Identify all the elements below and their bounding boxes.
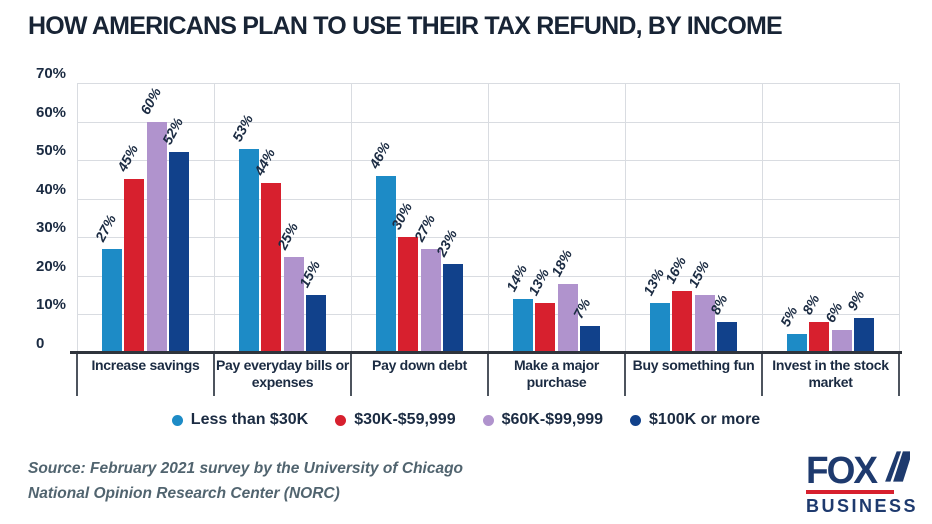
bar--100k-or-more (306, 295, 327, 353)
bar--60k-99-999 (831, 329, 852, 353)
bar-less-than-30k (375, 175, 396, 353)
bar-less-than-30k (786, 333, 807, 353)
bar-value-label: 27% (91, 211, 119, 244)
bar-value-label: 13% (639, 265, 667, 298)
bar-value-label: 6% (821, 299, 846, 325)
category-label: Pay down debt (372, 357, 467, 373)
category-separator-tick (350, 354, 352, 396)
category-label: Buy something fun (632, 357, 755, 373)
y-tick-label: 60% (36, 103, 67, 121)
bar--100k-or-more (580, 326, 601, 353)
bar-less-than-30k (649, 302, 670, 353)
bar--60k-99-999 (694, 295, 715, 353)
bar--30k-59-999 (124, 179, 145, 353)
category-label: Invest in the stock market (772, 357, 889, 390)
logo-wordmark-row: FOX (806, 449, 932, 492)
bar--60k-99-999 (557, 283, 578, 353)
legend-item: $30K-$59,999 (335, 411, 456, 429)
y-tick-label: 50% (36, 142, 67, 160)
searchlight-beams-icon (878, 450, 911, 488)
legend-dot-icon (482, 414, 494, 426)
bar--30k-59-999 (535, 302, 556, 353)
bar--60k-99-999 (283, 256, 304, 353)
logo-red-rule (806, 490, 894, 494)
category-separator-tick (76, 354, 78, 396)
bar-less-than-30k (101, 248, 122, 353)
y-tick-label: 10% (36, 296, 67, 314)
y-tick-label: 20% (36, 257, 67, 275)
category-label: Pay everyday bills or expenses (216, 357, 350, 390)
y-tick-label: 0 (36, 335, 45, 352)
category-label: Make a major purchase (513, 357, 600, 390)
chart-legend: Less than $30K $30K-$59,999 $60K-$99,999 $1… (0, 411, 932, 429)
bar-value-label: 60% (136, 84, 164, 117)
logo-business-text: BUSINESS (806, 496, 919, 516)
legend-dot-icon (630, 414, 642, 426)
gridline-vertical (762, 83, 763, 353)
y-tick-label: 70% (36, 65, 67, 82)
bar-value-label: 8% (799, 291, 823, 318)
bar-value-label: 46% (365, 138, 393, 171)
bar-less-than-30k (512, 299, 533, 353)
legend-dot-icon (171, 414, 183, 426)
gridline-vertical (488, 83, 489, 353)
gridline-vertical (77, 83, 78, 353)
fox-business-logo: FOX BUSINESS (806, 449, 932, 517)
legend-item: $60K-$99,999 (482, 411, 604, 429)
legend-label: Less than $30K (190, 411, 309, 428)
y-tick-label: 30% (36, 219, 67, 237)
bar-value-label: 5% (776, 303, 801, 329)
x-axis-line (70, 351, 902, 354)
bar-value-label: 15% (684, 257, 712, 291)
legend-item: $100K or more (630, 411, 760, 429)
logo-fox-text: FOX (806, 449, 878, 492)
legend-label: $100K or more (649, 411, 761, 428)
bar--100k-or-more (854, 318, 875, 353)
bar--60k-99-999 (420, 248, 441, 353)
bar-value-label: 18% (547, 246, 575, 279)
y-tick-label: 40% (36, 180, 67, 198)
legend-label: $30K-$59,999 (354, 411, 456, 428)
legend-dot-icon (335, 414, 347, 426)
bar-value-label: 45% (114, 142, 142, 175)
bar-value-label: 27% (410, 211, 438, 244)
gridline-vertical (351, 83, 352, 353)
bar--100k-or-more (717, 322, 738, 353)
bar--30k-59-999 (261, 183, 282, 353)
bar-value-label: 53% (228, 111, 256, 144)
category-separator-tick (761, 354, 763, 396)
category-separator-tick (213, 354, 215, 396)
plot-area: 27% 45% 60% 52% 53% 44% 25% 15% 46% 30% 27% 23% 14% 1… (77, 83, 900, 353)
category-label: Increase savings (91, 357, 200, 373)
source-line-1: Source: February 2021 survey by the Univ… (28, 460, 464, 477)
bar-value-label: 9% (844, 287, 868, 314)
bar--100k-or-more (443, 264, 464, 353)
category-separator-tick (487, 354, 489, 396)
legend-item: Less than $30K (171, 411, 309, 429)
bar--30k-59-999 (809, 322, 830, 353)
category-separator-tick (898, 354, 900, 396)
chart-title: HOW AMERICANS PLAN TO USE THEIR TAX REFU… (28, 12, 783, 40)
gridline-vertical (625, 83, 626, 353)
gridline-vertical (214, 83, 215, 353)
category-separator-tick (624, 354, 626, 396)
source-note: Source: February 2021 survey by the Univ… (28, 456, 463, 506)
bar--60k-99-999 (146, 121, 167, 353)
legend-label: $60K-$99,999 (501, 411, 604, 428)
bar--30k-59-999 (398, 237, 419, 353)
source-line-2: National Opinion Research Center (NORC) (28, 485, 340, 502)
bar--100k-or-more (169, 152, 190, 353)
bar-less-than-30k (238, 148, 259, 353)
bar--30k-59-999 (672, 291, 693, 353)
gridline-vertical (899, 83, 900, 353)
